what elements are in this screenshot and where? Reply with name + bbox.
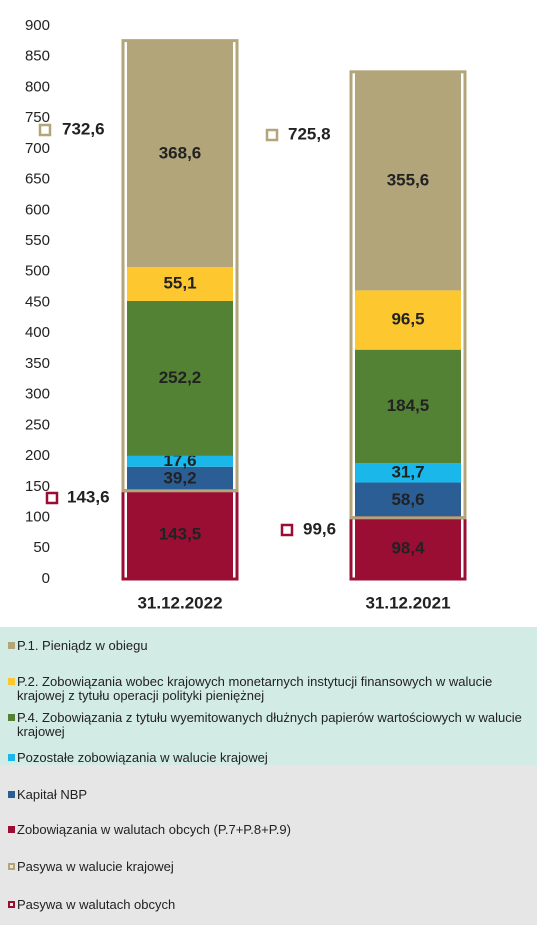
y-tick-label: 250 bbox=[25, 416, 50, 433]
bar-segment bbox=[355, 463, 461, 483]
y-tick-label: 900 bbox=[25, 17, 50, 34]
legend-marker bbox=[8, 901, 15, 908]
legend-item: Kapitał NBP bbox=[8, 788, 537, 802]
outline-bar bbox=[121, 39, 239, 493]
outline-value-label: 732,6 bbox=[62, 119, 105, 138]
legend-marker bbox=[8, 791, 15, 798]
bar-segment bbox=[127, 300, 233, 456]
value-label: 31,7 bbox=[391, 462, 424, 481]
legend-label: P.4. Zobowiązania z tytułu wyemitowanych… bbox=[17, 710, 522, 739]
legend-marker bbox=[8, 642, 15, 649]
legend-label: Pasywa w walutach obcych bbox=[17, 897, 176, 912]
legend-marker bbox=[8, 754, 15, 761]
legend-label: Zobowiązania w walutach obcych (P.7+P.8+… bbox=[17, 822, 291, 837]
y-tick-label: 200 bbox=[25, 447, 50, 464]
bar-segment bbox=[127, 455, 233, 467]
legend-marker bbox=[8, 714, 15, 721]
legend-item: Pasywa w walucie krajowej bbox=[8, 860, 537, 874]
y-tick-label: 150 bbox=[25, 478, 50, 495]
outline-bar bbox=[349, 70, 467, 520]
bar-segment bbox=[127, 267, 233, 301]
y-tick-label: 400 bbox=[25, 324, 50, 341]
outline-value-label: 725,8 bbox=[288, 124, 331, 143]
y-tick-label: 850 bbox=[25, 48, 50, 65]
bar-segment bbox=[127, 40, 233, 268]
legend-marker bbox=[8, 826, 15, 833]
value-label: 368,6 bbox=[159, 143, 202, 162]
legend-item: P.1. Pieniądz w obiegu bbox=[8, 639, 537, 653]
legend-label: Pozostałe zobowiązania w walucie krajowe… bbox=[17, 750, 268, 765]
y-tick-label: 350 bbox=[25, 355, 50, 372]
y-tick-label: 100 bbox=[25, 509, 50, 526]
y-tick-label: 800 bbox=[25, 78, 50, 95]
legend-label: P.1. Pieniądz w obiegu bbox=[17, 638, 148, 653]
value-label: 55,1 bbox=[163, 274, 196, 293]
legend-band bbox=[0, 627, 537, 765]
chart: 0 50 100 150 200 250 300 350 400 450 500 550 600 650 7… bbox=[25, 17, 467, 612]
legend-band bbox=[0, 765, 537, 925]
legend-marker bbox=[8, 678, 15, 685]
legend-item: Zobowiązania w walutach obcych (P.7+P.8+… bbox=[8, 823, 537, 837]
y-tick-label: 650 bbox=[25, 171, 50, 188]
legend-label: P.2. Zobowiązania wobec krajowych moneta… bbox=[17, 674, 493, 703]
y-tick-label: 550 bbox=[25, 232, 50, 249]
bar-segment bbox=[355, 482, 461, 519]
legend-item: P.4. Zobowiązania z tytułu wyemitowanych… bbox=[8, 711, 537, 739]
bar-segment bbox=[355, 518, 461, 579]
value-label: 58,6 bbox=[391, 490, 424, 509]
bar-segment bbox=[355, 349, 461, 464]
outline-value-label: 143,6 bbox=[67, 487, 110, 506]
x-tick-label: 31.12.2022 bbox=[137, 593, 222, 612]
label-marker bbox=[38, 123, 52, 137]
legend-label: Pasywa w walucie krajowej bbox=[17, 859, 174, 874]
value-label: 98,4 bbox=[391, 538, 425, 557]
y-tick-label: 450 bbox=[25, 293, 50, 310]
y-tick-label: 0 bbox=[42, 570, 50, 587]
value-label: 184,5 bbox=[387, 396, 430, 415]
bar-segment bbox=[355, 71, 461, 291]
bar-segment bbox=[355, 290, 461, 350]
legend-label: Kapitał NBP bbox=[17, 787, 88, 802]
legend-item: Pasywa w walutach obcych bbox=[8, 898, 537, 912]
y-tick-label: 500 bbox=[25, 263, 50, 280]
value-label: 96,5 bbox=[391, 310, 424, 329]
label-marker bbox=[45, 491, 59, 505]
label-marker bbox=[265, 128, 279, 142]
y-tick-label: 600 bbox=[25, 201, 50, 218]
x-tick-label: 31.12.2021 bbox=[365, 593, 450, 612]
value-label: 39,2 bbox=[163, 468, 196, 487]
label-marker bbox=[280, 523, 294, 537]
y-tick-label: 50 bbox=[33, 539, 50, 556]
value-label: 355,6 bbox=[387, 171, 430, 190]
bar-segment bbox=[127, 466, 233, 491]
y-tick-label: 750 bbox=[25, 109, 50, 126]
legend-item: Pozostałe zobowiązania w walucie krajowe… bbox=[8, 751, 537, 765]
outline-value-label: 99,6 bbox=[303, 519, 336, 538]
legend: P.1. Pieniądz w obiegu P.2. Zobowiązania … bbox=[0, 627, 537, 925]
bar-segment bbox=[127, 490, 233, 579]
legend-marker bbox=[8, 863, 15, 870]
y-tick-label: 700 bbox=[25, 140, 50, 157]
y-tick-label: 300 bbox=[25, 386, 50, 403]
value-label: 143,5 bbox=[159, 524, 202, 543]
value-label: 252,2 bbox=[159, 368, 202, 387]
legend-item: P.2. Zobowiązania wobec krajowych moneta… bbox=[8, 675, 537, 703]
